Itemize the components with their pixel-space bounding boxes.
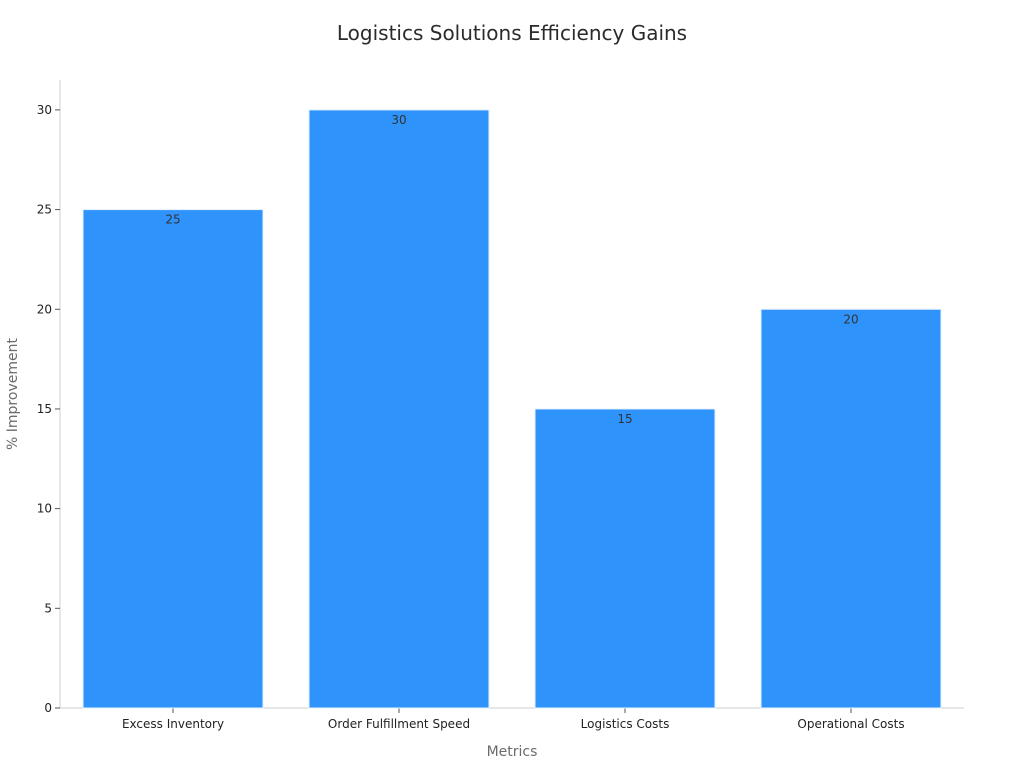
x-tick-label: Operational Costs	[797, 717, 904, 731]
bar-excess-inventory	[82, 209, 264, 709]
y-tick-label: 30	[37, 103, 52, 117]
y-tick-label: 25	[37, 203, 52, 217]
data-labels-group: 25 30 15 20	[165, 113, 858, 426]
y-tick-label: 0	[44, 701, 52, 715]
y-tick-label: 10	[37, 502, 52, 516]
y-tick-label: 20	[37, 302, 52, 316]
y-tick-label: 15	[37, 402, 52, 416]
data-label: 30	[391, 113, 406, 127]
y-axis: 0 5 10 15 20 25 30	[37, 80, 61, 715]
y-tick-label: 5	[44, 601, 52, 615]
x-tick-label: Logistics Costs	[581, 717, 670, 731]
chart-title: Logistics Solutions Efficiency Gains	[337, 21, 687, 45]
data-label: 20	[843, 312, 858, 326]
y-axis-title: % Improvement	[5, 338, 21, 450]
x-tick-label: Excess Inventory	[122, 717, 224, 731]
data-label: 25	[165, 213, 180, 227]
data-label: 15	[617, 412, 632, 426]
x-tick-label: Order Fulfillment Speed	[328, 717, 470, 731]
bars-group	[82, 109, 942, 709]
x-axis: Excess Inventory Order Fulfillment Speed L…	[60, 707, 964, 731]
bar-order-fulfillment-speed	[308, 109, 490, 709]
bar-operational-costs	[760, 308, 942, 709]
bar-logistics-costs	[534, 408, 716, 709]
x-axis-title: Metrics	[487, 744, 538, 760]
